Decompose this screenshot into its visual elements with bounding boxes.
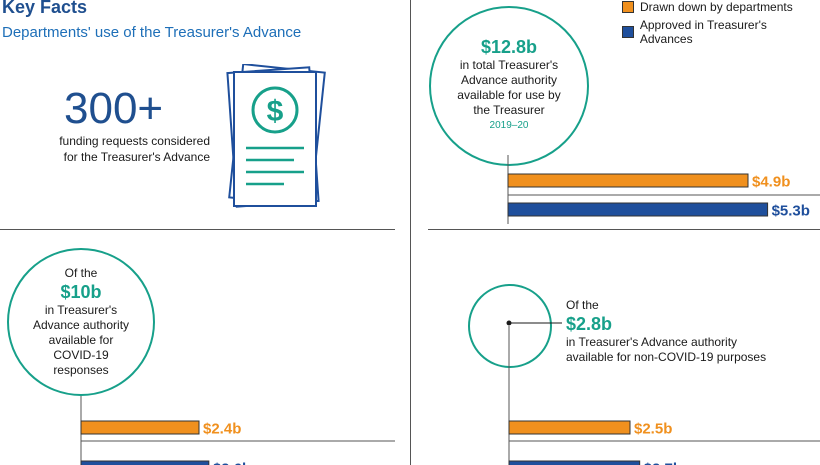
covid-line1: in Treasurer's bbox=[44, 303, 118, 317]
total-label-approved: $5.3b bbox=[772, 203, 810, 220]
covid-circle-text: Of the $10b in Treasurer's Advance autho… bbox=[12, 266, 150, 378]
page-subtitle: Departments' use of the Treasurer's Adva… bbox=[2, 24, 302, 41]
covid-line3: available for bbox=[48, 333, 114, 347]
horizontal-divider-left bbox=[0, 229, 395, 230]
total-line1: in total Treasurer's bbox=[459, 58, 559, 72]
covid-label-drawn: $2.4b bbox=[203, 421, 241, 438]
legend-swatch-approved bbox=[622, 26, 634, 38]
noncovid-text: Of the $2.8b in Treasurer's Advance auth… bbox=[566, 298, 766, 365]
legend-item-approved: Approved in Treasurer's Advances bbox=[622, 18, 820, 46]
covid-label-approved: $2.6b bbox=[213, 461, 251, 465]
covid-line4: COVID-19 bbox=[53, 348, 109, 362]
noncovid-label-drawn: $2.5b bbox=[634, 421, 672, 438]
svg-text:$: $ bbox=[267, 95, 284, 128]
request-count: 300+ bbox=[64, 84, 164, 133]
covid-circle bbox=[7, 248, 155, 396]
noncovid-bar-approved bbox=[508, 460, 641, 465]
dollar-sign-icon: $ bbox=[251, 86, 299, 134]
legend-label-approved: Approved in Treasurer's Advances bbox=[639, 18, 767, 46]
legend-label-drawn: Drawn down by departments bbox=[640, 0, 793, 14]
total-line2: Advance authority bbox=[460, 73, 558, 87]
covid-line2: Advance authority bbox=[32, 318, 130, 332]
total-circle-text: $12.8b in total Treasurer's Advance auth… bbox=[439, 36, 579, 133]
covid-amount: $10b bbox=[60, 282, 102, 302]
request-caption-line2: for the Treasurer's Advance bbox=[63, 150, 210, 164]
horizontal-divider-right bbox=[428, 229, 820, 230]
total-line3: available for use by bbox=[457, 88, 561, 102]
total-year: 2019–20 bbox=[489, 120, 529, 131]
legend-item-drawn: Drawn down by departments bbox=[622, 0, 793, 14]
noncovid-line2: available for non-COVID-19 purposes bbox=[566, 350, 767, 364]
noncovid-circle bbox=[468, 284, 552, 368]
request-caption-line1: funding requests considered bbox=[59, 134, 210, 148]
noncovid-label-approved: $2.7b bbox=[644, 461, 682, 465]
noncovid-line1: in Treasurer's Advance authority bbox=[566, 335, 738, 349]
covid-bar-approved bbox=[80, 460, 210, 465]
page-title: Key Facts bbox=[2, 0, 88, 17]
legend-swatch-drawn bbox=[622, 1, 634, 13]
request-caption: funding requests considered for the Trea… bbox=[30, 133, 210, 165]
covid-bar-drawn bbox=[80, 420, 200, 435]
total-label-drawn: $4.9b bbox=[752, 174, 790, 191]
total-amount: $12.8b bbox=[480, 37, 538, 57]
money-document-icon: $ bbox=[226, 64, 326, 208]
noncovid-prefix: Of the bbox=[566, 298, 599, 312]
total-line4: the Treasurer bbox=[473, 103, 545, 117]
covid-prefix: Of the bbox=[64, 266, 98, 280]
total-bar-approved bbox=[507, 202, 769, 217]
covid-line5: responses bbox=[53, 363, 109, 377]
vertical-divider bbox=[410, 0, 411, 465]
total-circle bbox=[429, 6, 589, 166]
total-bar-drawn bbox=[507, 173, 749, 188]
noncovid-bar-drawn bbox=[508, 420, 631, 435]
noncovid-amount: $2.8b bbox=[566, 314, 613, 334]
